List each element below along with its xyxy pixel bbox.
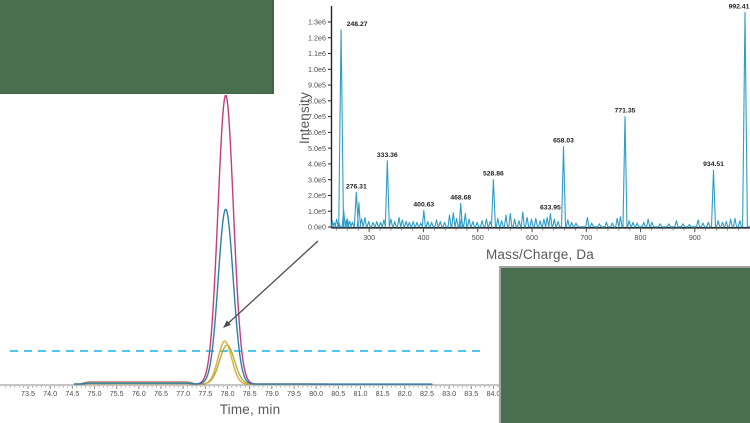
chromatogram-x-tick-label: 80.0 (309, 389, 323, 398)
chromatogram-x-tick-label: 80.5 (331, 389, 345, 398)
spectrum-y-tick-label: 9.0e5 (308, 81, 326, 90)
redaction-box-bottom-right (499, 266, 750, 423)
series-orange (73, 340, 312, 385)
chromatogram-x-tick-label: 78.5 (243, 389, 257, 398)
chromatogram-x-tick-label: 77.0 (176, 389, 190, 398)
annotation-arrow-line (226, 240, 319, 326)
series-blue (73, 208, 433, 385)
spectrum-peak-label: 468.68 (450, 194, 471, 201)
chromatogram-x-tick-label: 84.0 (486, 389, 500, 398)
spectrum-y-tick-label: 1.1e6 (308, 49, 326, 58)
chromatogram-x-tick-label: 83.5 (464, 389, 478, 398)
spectrum-x-tick-label: 300 (363, 233, 375, 242)
spectrum-x-tick-label: 700 (580, 233, 592, 242)
chromatogram-x-tick-label: 75.0 (87, 389, 101, 398)
chromatogram-x-tick-label: 82.5 (420, 389, 434, 398)
spectrum-x-tick-label: 900 (689, 233, 701, 242)
chromatogram-x-tick-label: 76.0 (132, 389, 146, 398)
chromatogram-x-tick-label: 79.5 (287, 389, 301, 398)
chromatogram-x-tick-label: 75.5 (110, 389, 124, 398)
series-magenta (73, 94, 330, 385)
spectrum-y-tick-label: 8.0e5 (308, 96, 326, 105)
spectrum-x-tick-label: 500 (472, 233, 484, 242)
chromatogram-x-tick-label: 76.5 (154, 389, 168, 398)
spectrum-y-tick-label: 5.0e5 (308, 144, 326, 153)
chromatogram-x-tick-label: 83.0 (442, 389, 456, 398)
chromatogram-x-tick-label: 73.5 (21, 389, 35, 398)
spectrum-y-tick-label: 1.3e6 (308, 18, 326, 27)
spectrum-peak-label: 528.86 (483, 171, 504, 178)
chromatogram-x-tick-label: 79.0 (265, 389, 279, 398)
chromatogram-x-tick-label: 78.0 (220, 389, 234, 398)
redaction-box-top-left (0, 0, 274, 94)
spectrum-y-tick-label: 1.0e5 (308, 207, 326, 216)
spectrum-y-tick-label: 3.0e5 (308, 175, 326, 184)
annotation-arrow-head (223, 320, 231, 328)
spectrum-peak-label: 658.03 (553, 138, 574, 145)
spectrum-x-tick-label: 800 (635, 233, 647, 242)
chromatogram-x-tick-label: 82.0 (398, 389, 412, 398)
spectrum-y-tick-label: 6.0e5 (308, 128, 326, 137)
spectrum-x-tick-label: 400 (417, 233, 429, 242)
spectrum-peak-label: 248.27 (347, 21, 368, 28)
spectrum-x-tick-label: 600 (526, 233, 538, 242)
chromatogram-x-tick-label: 77.5 (198, 389, 212, 398)
spectrum-peak-label: 771.35 (615, 108, 636, 115)
spectrum-peak-label: 934.51 (703, 161, 724, 168)
chromatogram-x-tick-label: 81.0 (353, 389, 367, 398)
spectrum-y-tick-label: 1.2e6 (308, 33, 326, 42)
spectrum-y-tick-label: 4.0e5 (308, 160, 326, 169)
spectrum-peak-label: 992.41 (729, 4, 750, 11)
spectrum-y-tick-label: 7.0e5 (308, 112, 326, 121)
chromatogram-x-tick-label: 74.0 (43, 389, 57, 398)
spectrum-peak-label: 633.95 (540, 205, 561, 212)
spectrum-trace (331, 11, 750, 228)
spectrum-y-tick-label: 0.0e0 (308, 223, 326, 232)
spectrum-y-axis-title: Intensity (297, 91, 312, 145)
spectrum-y-tick-label: 1.0e6 (308, 65, 326, 74)
spectrum-x-axis-title: Mass/Charge, Da (485, 247, 595, 262)
spectrum-peak-label: 276.31 (346, 183, 367, 190)
spectrum-y-tick-label: 2.0e5 (308, 191, 326, 200)
chromatogram-x-tick-label: 81.5 (376, 389, 390, 398)
chromatogram-x-axis-title: Time, min (219, 402, 281, 417)
spectrum-peak-label: 400.63 (413, 201, 434, 208)
spectrum-peak-label: 333.36 (377, 152, 398, 159)
chromatogram-x-tick-label: 74.5 (65, 389, 79, 398)
